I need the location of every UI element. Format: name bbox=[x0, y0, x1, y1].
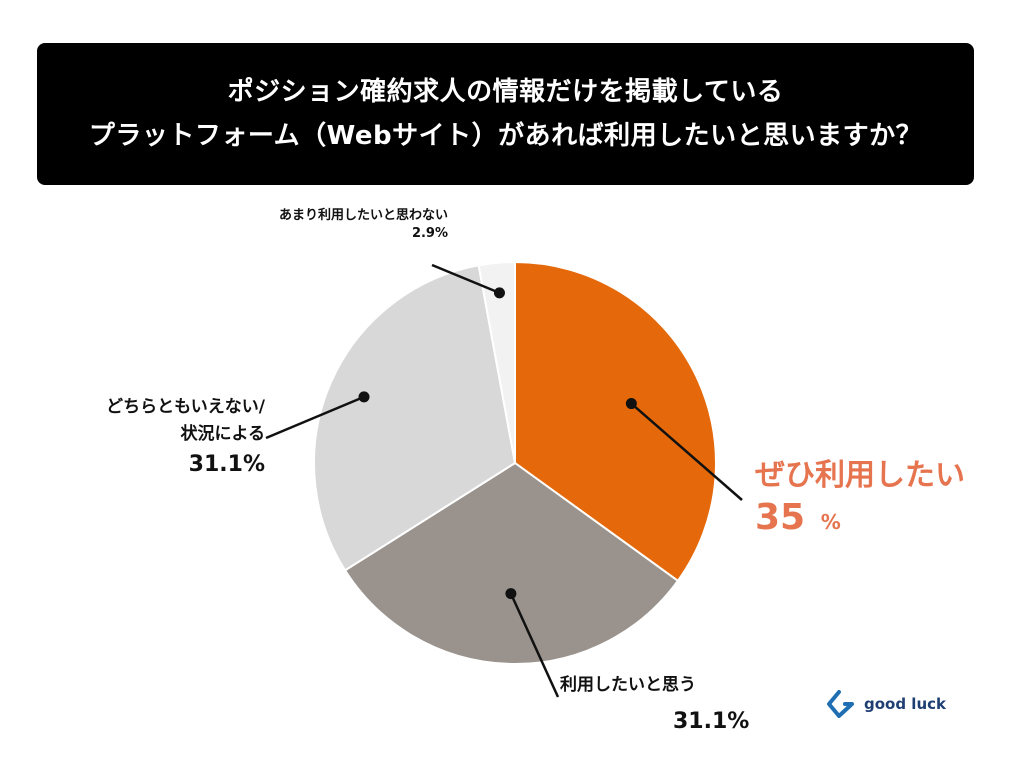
title-banner: ポジション確約求人の情報だけを掲載している プラットフォーム（Webサイト）があ… bbox=[37, 43, 974, 185]
leader-dot-slice-amari bbox=[493, 287, 505, 299]
slice-zehi bbox=[514, 260, 717, 583]
leader-line-slice-riyou bbox=[509, 593, 560, 698]
leader-line-slice-amari bbox=[431, 263, 500, 295]
slice-value-unit: % bbox=[820, 510, 841, 534]
slice-value-amari: 2.9% bbox=[411, 226, 448, 241]
chart-title-line-2: プラットフォーム（Webサイト）があれば利用したいと思いますか？ bbox=[88, 121, 923, 151]
slice-amari bbox=[477, 260, 516, 464]
slice-value-number: 35 bbox=[755, 497, 806, 538]
slice-value-riyou: 31.1% bbox=[673, 709, 750, 734]
leader-dot-slice-riyou bbox=[505, 588, 517, 600]
slice-label-dochira-1: どちらともいえない/ bbox=[106, 397, 265, 417]
chart-title-line-1: ポジション確約求人の情報だけを掲載している bbox=[227, 77, 784, 107]
leader-line-slice-zehi bbox=[630, 402, 743, 501]
slice-value-zehi: 35 % bbox=[755, 497, 841, 538]
leader-line-slice-dochira bbox=[265, 395, 365, 440]
slice-label-riyou: 利用したいと思う bbox=[560, 675, 696, 695]
slice-label-amari: あまり利用したいと思わない bbox=[278, 208, 448, 223]
logo: good luck bbox=[826, 690, 946, 718]
good-luck-logo-icon bbox=[827, 690, 854, 718]
leader-dot-slice-dochira bbox=[358, 391, 370, 403]
slice-value-dochira: 31.1% bbox=[188, 452, 265, 477]
leader-dot-slice-zehi bbox=[625, 398, 637, 410]
slice-label-zehi: ぜひ利用したい bbox=[755, 458, 965, 493]
logo-text: good luck bbox=[864, 695, 946, 713]
slice-riyou bbox=[343, 461, 680, 665]
slice-label-dochira-2: 状況による bbox=[180, 424, 266, 444]
slice-dochira bbox=[313, 264, 517, 572]
